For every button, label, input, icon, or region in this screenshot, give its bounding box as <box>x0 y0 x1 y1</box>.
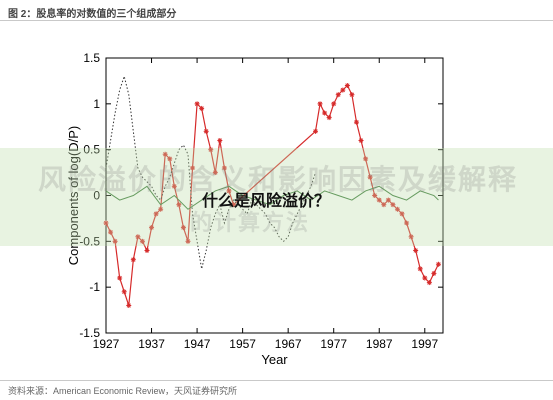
series-marker-red <box>112 238 118 244</box>
series-marker-red <box>135 234 141 240</box>
y-tick-label: -1 <box>89 280 100 294</box>
x-tick-label: 1957 <box>229 337 256 351</box>
x-tick-label: 1967 <box>275 337 302 351</box>
series-marker-red <box>340 87 346 93</box>
series-marker-red <box>108 229 114 235</box>
series-marker-red <box>139 238 145 244</box>
series-marker-red <box>221 165 227 171</box>
x-tick-label: 1987 <box>366 337 393 351</box>
series-marker-red <box>372 193 378 198</box>
series-marker-red <box>322 110 328 116</box>
series-layer <box>103 74 441 308</box>
series-marker-red <box>190 165 196 171</box>
series-marker-red <box>349 92 355 98</box>
series-marker-red <box>194 101 200 107</box>
y-tick-label: 1.5 <box>83 51 100 65</box>
series-marker-red <box>363 156 369 162</box>
series-marker-red <box>180 225 186 231</box>
y-axis-title: Components of log(D/P) <box>66 126 81 265</box>
series-marker-red <box>103 220 109 226</box>
series-line-dotted <box>105 74 316 269</box>
series-marker-red <box>130 257 136 263</box>
series-marker-red <box>399 211 405 217</box>
watermark-band <box>0 148 553 246</box>
series-marker-red <box>385 197 391 203</box>
series-marker-red <box>167 156 173 162</box>
series-marker-red <box>144 248 150 253</box>
series-marker-red <box>390 202 396 208</box>
x-tick-label: 1997 <box>411 337 438 351</box>
series-marker-red <box>217 138 223 143</box>
series-marker-red <box>413 248 419 253</box>
series-marker-red <box>376 197 382 203</box>
source-note: 资料来源：American Economic Review，天风证券研究所 <box>8 386 238 396</box>
series-line-green <box>105 185 439 210</box>
series-marker-red <box>149 225 155 231</box>
series-marker-red <box>121 289 127 295</box>
bottom-divider <box>0 380 553 381</box>
y-tick-label: -1.5 <box>79 326 100 340</box>
series-marker-red <box>171 183 177 189</box>
series-marker-red <box>422 275 428 281</box>
series-marker-red <box>199 105 205 111</box>
series-marker-red <box>212 170 218 176</box>
series-marker-red <box>185 238 191 244</box>
series-marker-red <box>153 211 159 217</box>
series-marker-red <box>367 174 373 180</box>
series-marker-red <box>408 234 414 240</box>
x-axis-title: Year <box>261 352 288 367</box>
series-marker-red <box>381 202 387 208</box>
tick-labels: 1927 1937 1947 1957 1967 1977 1987 1997 -1.5 -1 -0… <box>79 51 438 351</box>
series-marker-red <box>226 188 232 194</box>
series-marker-red <box>435 261 441 267</box>
series-marker-red <box>404 220 410 226</box>
top-divider <box>0 20 553 21</box>
x-tick-label: 1937 <box>138 337 165 351</box>
chart-canvas: 1927 1937 1947 1957 1967 1977 1987 1997 -1.5 -1 -0… <box>66 51 444 367</box>
series-marker-red <box>426 280 432 286</box>
series-marker-red <box>358 138 364 143</box>
series-marker-red <box>394 206 400 212</box>
x-tick-label: 1927 <box>93 337 120 351</box>
watermark-title: 风险溢价的含义和影响因素及缓解释 <box>38 163 519 196</box>
series-marker-red <box>126 303 132 308</box>
x-tick-label: 1947 <box>184 337 211 351</box>
x-tick-label: 1977 <box>320 337 347 351</box>
series-marker-red <box>208 147 214 153</box>
series-marker-red <box>331 101 337 107</box>
series-marker-red <box>203 128 209 134</box>
y-tick-label: -0.5 <box>79 234 100 248</box>
series-marker-red <box>158 206 164 212</box>
series-marker-red <box>344 83 350 88</box>
series-marker-red <box>312 128 318 134</box>
series-marker-red <box>353 119 359 125</box>
axes-frame <box>105 57 444 334</box>
y-tick-label: 1 <box>93 97 100 111</box>
overlay-heading: 什么是风险溢价？ <box>202 191 331 210</box>
watermark-subtitle: 的计算方法 <box>190 211 311 236</box>
series-marker-red <box>417 266 423 272</box>
series-marker-red <box>162 151 168 157</box>
y-tick-label: 0 <box>93 189 100 203</box>
figure-caption: 图 2：股息率的对数值的三个组成部分 <box>8 9 177 20</box>
series-marker-red <box>117 275 123 281</box>
series-marker-red <box>431 270 437 276</box>
series-marker-red <box>176 202 182 208</box>
y-tick-label: 0.5 <box>83 143 100 157</box>
series-marker-red <box>335 92 341 98</box>
series-marker-red <box>317 101 323 107</box>
series-marker-red <box>326 115 332 121</box>
